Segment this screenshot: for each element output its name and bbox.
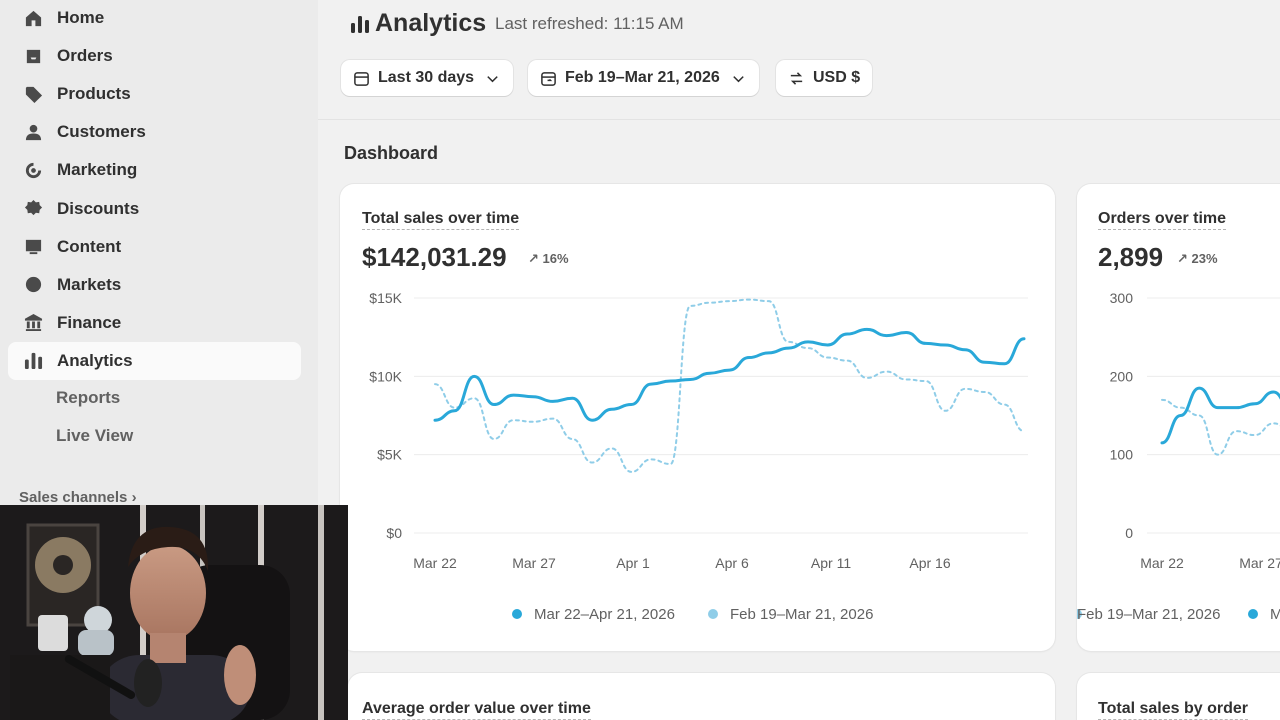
sidebar-item-customers[interactable]: Customers <box>8 113 301 151</box>
sidebar-item-finance[interactable]: Finance <box>8 304 301 342</box>
date-range-button[interactable]: Last 30 days <box>341 60 514 96</box>
series-line-comparison <box>1161 398 1280 456</box>
legend-label: Feb 19–Mar 21, 2026 <box>1077 606 1220 623</box>
page-title: Analytics <box>375 9 487 37</box>
dashboard-heading: Dashboard <box>344 143 439 163</box>
orders-line-chart: 300 200 100 0 Mar 22 Mar 27 Mar 22–Apr 21, 202… <box>1077 290 1280 623</box>
series-line-comparison <box>434 298 1025 473</box>
y-tick-label: 300 <box>1110 290 1134 306</box>
sidebar-item-label: Discounts <box>57 198 140 218</box>
last-refreshed-text: Last refreshed: 11:15 AM <box>495 14 684 33</box>
x-tick-label: Mar 27 <box>512 555 556 571</box>
sidebar-item-marketing[interactable]: Marketing <box>8 151 301 189</box>
bank-icon <box>22 312 44 334</box>
sidebar-item-label: Markets <box>57 274 122 294</box>
legend-swatch <box>512 609 522 619</box>
sales-delta: ↗ 16% <box>528 251 569 266</box>
compare-range-button[interactable]: Feb 19–Mar 21, 2026 <box>528 60 759 96</box>
total-sales-card[interactable]: Total sales over time $142,031.29 ↗ 16% … <box>340 184 1055 651</box>
image-icon <box>22 236 44 258</box>
x-tick-label: Apr 1 <box>616 555 650 571</box>
legend-label: Mar 22–Apr 21, 2026 <box>1270 606 1280 623</box>
x-tick-label: Apr 16 <box>909 555 950 571</box>
discount-icon <box>22 198 44 220</box>
legend-swatch <box>1248 609 1258 619</box>
sidebar-item-discounts[interactable]: Discounts <box>8 190 301 228</box>
x-tick-label: Apr 6 <box>715 555 749 571</box>
total-sales-value: $142,031.29 <box>362 242 507 272</box>
sales-channels-heading[interactable]: Sales channels › <box>19 489 137 506</box>
y-tick-label: $10K <box>369 368 402 384</box>
bar-chart-icon <box>22 350 44 372</box>
sidebar-item-analytics[interactable]: Analytics <box>8 341 301 380</box>
legend-swatch <box>708 609 718 619</box>
y-tick-label: $0 <box>386 525 402 541</box>
webcam-video-overlay <box>0 505 348 720</box>
sales-by-order-card[interactable]: Total sales by order <box>1077 673 1280 720</box>
sidebar-subitem-live-view[interactable]: Live View <box>56 426 134 445</box>
orders-value: 2,899 <box>1098 242 1164 272</box>
y-tick-label: 100 <box>1110 447 1134 463</box>
calendar-compare-icon <box>540 70 557 87</box>
orders-card[interactable]: Orders over time 2,899 ↗ 23% 300 200 100 0 M… <box>1077 184 1280 651</box>
x-tick-label: Mar 27 <box>1239 555 1280 571</box>
sidebar-item-products[interactable]: Products <box>8 75 301 113</box>
calendar-icon <box>353 70 370 87</box>
sidebar-item-home[interactable]: Home <box>8 0 301 37</box>
sidebar-item-label: Customers <box>57 122 146 142</box>
sidebar-item-orders[interactable]: Orders <box>8 37 301 75</box>
x-tick-label: Apr 11 <box>811 555 851 571</box>
currency-exchange-icon <box>788 70 805 87</box>
card-title[interactable]: Total sales by order <box>1098 700 1248 720</box>
trend-up-icon: ↗ <box>1177 251 1192 266</box>
sidebar-item-label: Home <box>57 8 105 27</box>
orders-delta: ↗ 23% <box>1177 251 1218 266</box>
person-icon <box>22 121 44 143</box>
y-tick-label: $5K <box>377 447 403 463</box>
sidebar-subitem-reports[interactable]: Reports <box>56 388 121 407</box>
inbox-icon <box>22 45 44 67</box>
legend-swatch <box>1077 609 1082 619</box>
page-header: Analytics Last refreshed: 11:15 AM Last … <box>318 0 1280 120</box>
globe-icon <box>22 274 44 296</box>
date-range-label: Last 30 days <box>378 69 475 86</box>
card-title[interactable]: Total sales over time <box>362 210 520 230</box>
home-icon <box>22 7 44 29</box>
sidebar-item-markets[interactable]: Markets <box>8 266 301 304</box>
currency-button[interactable]: USD $ <box>776 60 873 96</box>
sidebar-item-label: Content <box>57 236 122 256</box>
card-title[interactable]: Average order value over time <box>362 700 591 720</box>
target-icon <box>22 159 44 181</box>
x-tick-label: Mar 22 <box>413 555 457 571</box>
sidebar-item-label: Products <box>57 84 131 104</box>
tag-icon <box>22 83 44 105</box>
chevron-down-icon <box>730 70 747 87</box>
trend-up-icon: ↗ <box>528 251 543 266</box>
y-tick-label: 0 <box>1125 525 1133 541</box>
compare-range-label: Feb 19–Mar 21, 2026 <box>565 69 720 86</box>
chevron-down-icon <box>484 70 501 87</box>
sidebar-item-label: Orders <box>57 46 113 66</box>
sales-line-chart: $15K $10K $5K $0 Mar 22 Mar 27 Apr 1 Apr 6 Apr 1… <box>369 290 1028 623</box>
currency-label: USD $ <box>813 69 861 86</box>
legend-label: Mar 22–Apr 21, 2026 <box>534 606 675 623</box>
series-line-current <box>433 327 1026 422</box>
sidebar-item-label: Analytics <box>57 350 133 370</box>
sidebar-item-content[interactable]: Content <box>8 228 301 266</box>
y-tick-label: $15K <box>369 290 402 306</box>
bar-chart-icon <box>350 14 370 34</box>
x-tick-label: Mar 22 <box>1140 555 1184 571</box>
sidebar-item-label: Marketing <box>57 160 138 180</box>
sidebar-item-label: Finance <box>57 312 122 332</box>
aov-card[interactable]: Average order value over time <box>348 673 1055 720</box>
legend-label: Feb 19–Mar 21, 2026 <box>730 606 873 623</box>
series-line-current <box>1160 386 1280 445</box>
y-tick-label: 200 <box>1110 368 1134 384</box>
card-title[interactable]: Orders over time <box>1098 210 1227 230</box>
